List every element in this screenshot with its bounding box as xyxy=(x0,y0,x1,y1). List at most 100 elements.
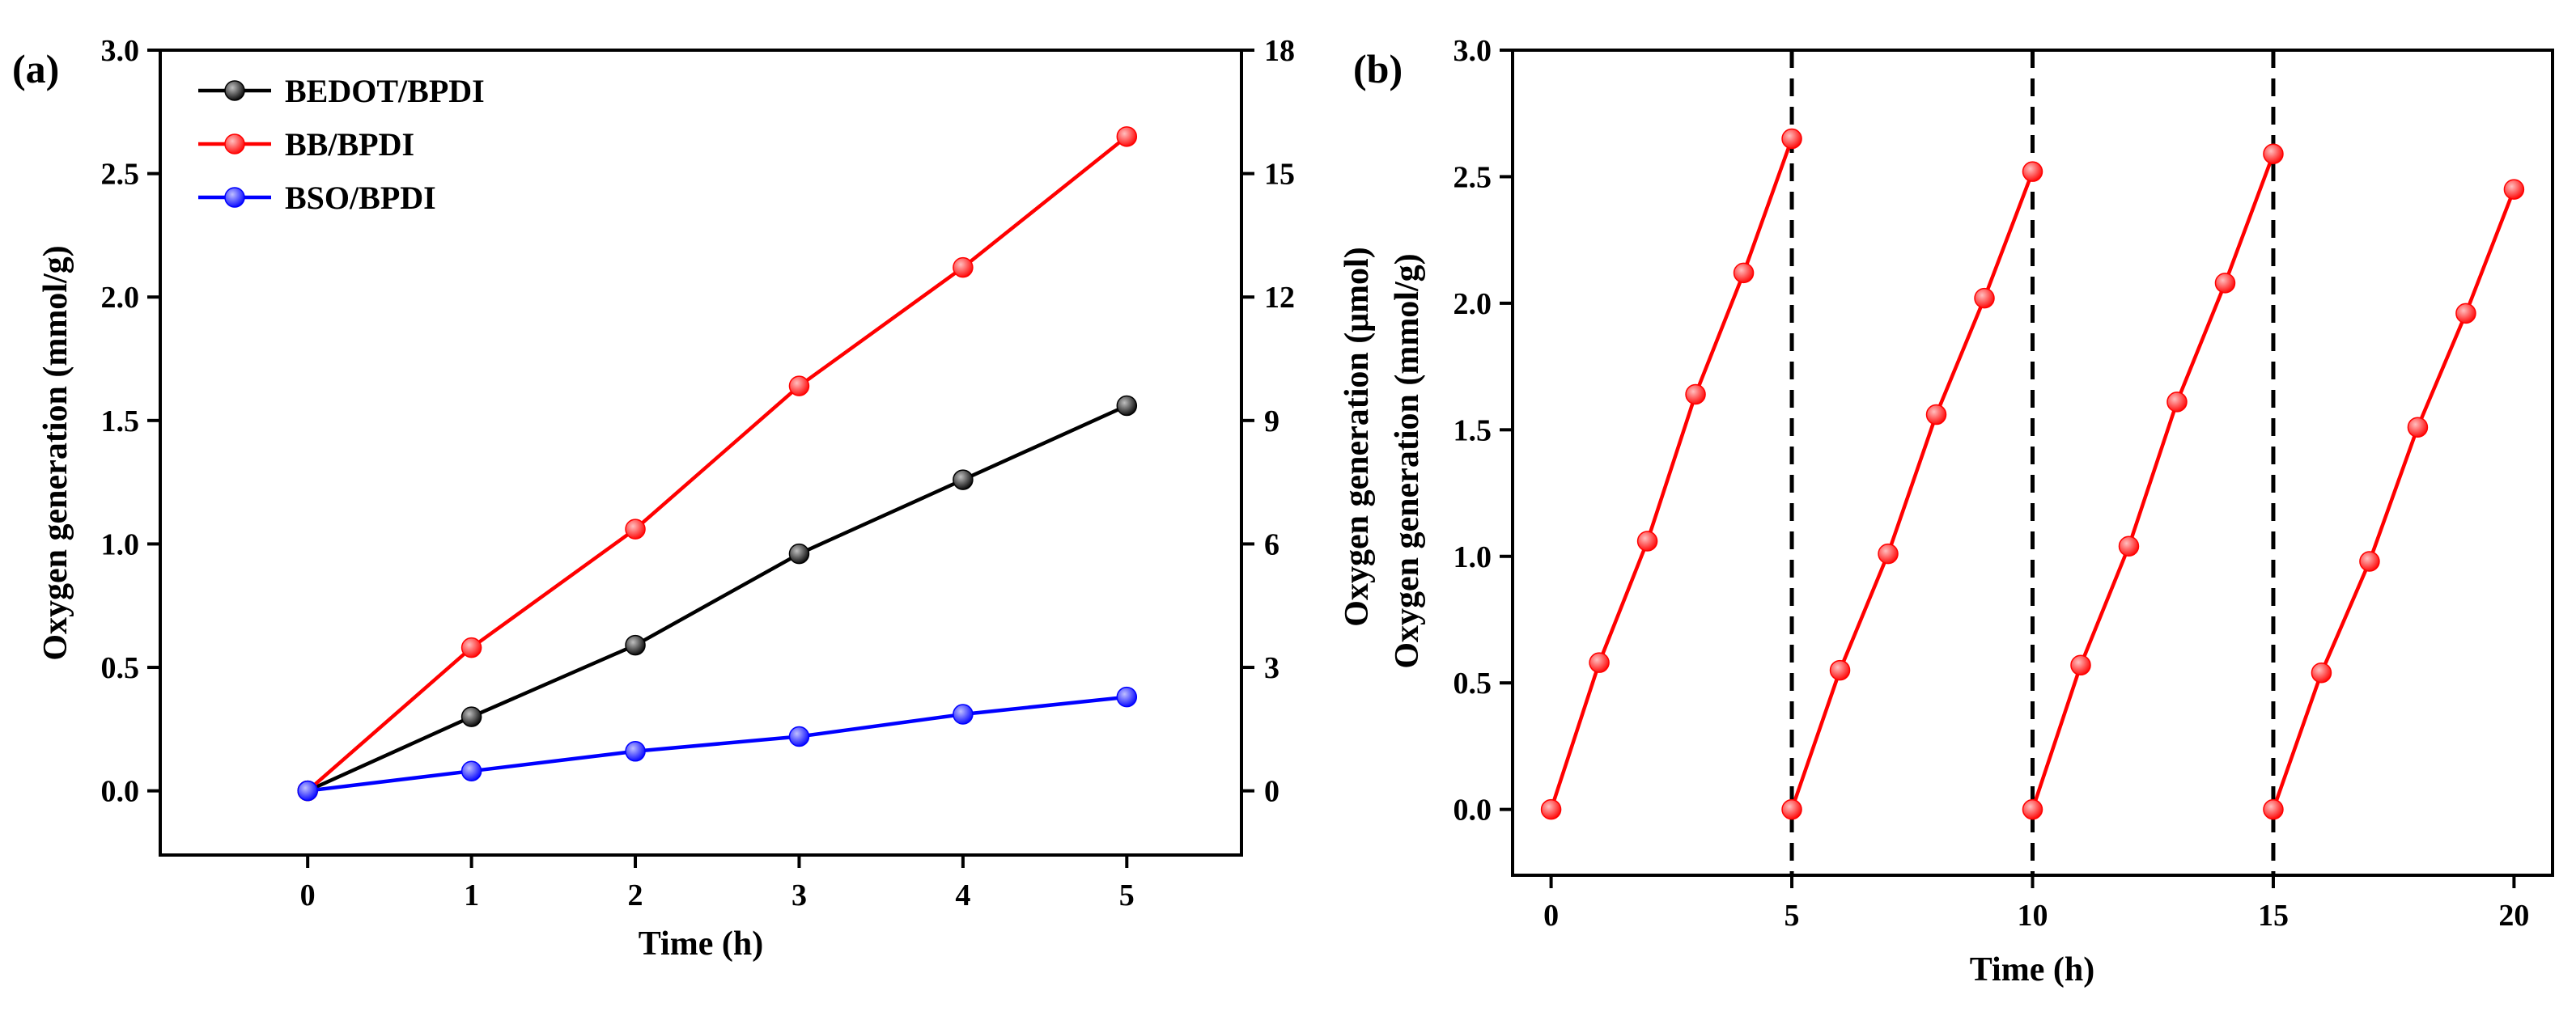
panel-a-x-ticks: 0 1 2 3 4 5 xyxy=(300,855,1135,912)
panel-a-data-point xyxy=(953,469,974,490)
panel-b-x-tick-label: 10 xyxy=(2018,899,2048,933)
panel-a-data-point xyxy=(1116,126,1138,147)
panel-a-label: (a) xyxy=(12,46,59,91)
panel-a-y2-ticks: 0 3 6 9 12 15 18 xyxy=(1241,34,1295,809)
panel-b-y-tick-label: 2.0 xyxy=(1454,287,1492,321)
panel-b-data-point xyxy=(1781,128,1802,150)
panel-b-data-point xyxy=(1925,404,1947,425)
legend-marker xyxy=(224,133,245,155)
panel-b-x-ticks: 0 5 10 15 20 xyxy=(1543,875,2529,933)
panel-b-x-axis-title: Time (h) xyxy=(1970,951,2094,988)
panel-b-y-tick-label: 0.0 xyxy=(1454,794,1492,828)
panel-a-y2-tick-label: 12 xyxy=(1264,281,1295,315)
panel-b-data-point xyxy=(1878,543,1899,565)
panel-a-data-point xyxy=(460,706,482,727)
panel-b-data-point xyxy=(1829,659,1851,681)
panel-b-label: (b) xyxy=(1353,46,1403,91)
panel-a-y2-tick-label: 0 xyxy=(1264,775,1280,809)
panel-b-data-point xyxy=(1589,652,1610,673)
panel-a-data-point xyxy=(297,780,318,802)
panel-a-x-tick-label: 4 xyxy=(955,878,970,912)
panel-a-y-tick-label: 0.0 xyxy=(101,775,140,809)
panel-a-y2-tick-label: 15 xyxy=(1264,158,1295,192)
panel-b-y-tick-label: 3.0 xyxy=(1454,34,1492,68)
panel-b-y-tick-label: 1.0 xyxy=(1454,540,1492,574)
panel-b-series-line xyxy=(2031,153,2276,811)
panel-a-data-point xyxy=(625,741,646,762)
panel-a-x-axis-title: Time (h) xyxy=(639,925,763,963)
panel-a-data-point xyxy=(1116,395,1138,417)
panel-a-x-tick-label: 3 xyxy=(791,878,807,912)
panel-a-y2-tick-label: 9 xyxy=(1264,404,1280,438)
panel-b-data-point xyxy=(2407,417,2429,438)
panel-b-x-tick-label: 20 xyxy=(2498,899,2529,933)
panel-a-y-tick-label: 1.5 xyxy=(101,404,140,438)
panel-a-data-point xyxy=(788,543,810,565)
panel-a-series-line xyxy=(306,135,1128,793)
panel-b-data-point xyxy=(2311,662,2332,684)
panel-a-legend: BEDOT/BPDI BB/BPDI BSO/BPDI xyxy=(198,73,485,216)
panel-a-data-point xyxy=(460,760,482,781)
panel-a-y-axis-title: Oxygen generation (mmol/g) xyxy=(37,245,74,660)
panel-a-data-point xyxy=(460,637,482,658)
panel-b-data-point xyxy=(2070,654,2091,676)
legend-label: BB/BPDI xyxy=(285,126,414,163)
panel-b-x-tick-label: 0 xyxy=(1543,899,1559,933)
panel-b-series-line xyxy=(2271,188,2516,811)
panel-b-x-tick-label: 5 xyxy=(1785,899,1800,933)
panel-a-x-tick-label: 0 xyxy=(300,878,316,912)
panel-a-data-point xyxy=(625,519,646,540)
panel-b-data-point xyxy=(2166,392,2188,413)
panel-b-y-ticks: 0.0 0.5 1.0 1.5 2.0 2.5 3.0 xyxy=(1454,34,1513,828)
panel-a-data-point xyxy=(625,634,646,656)
panel-a-y-tick-label: 2.5 xyxy=(101,158,140,192)
panel-b-data-point xyxy=(1733,262,1755,284)
legend-label: BEDOT/BPDI xyxy=(285,73,485,109)
panel-b: (b) 0 5 10 15 20 0.0 0.5 1.0 1.5 2.0 2.5 3.0 Time … xyxy=(1353,34,2554,988)
panel-b-cycle-dividers xyxy=(1789,50,2276,875)
panel-a-x-tick-label: 2 xyxy=(628,878,643,912)
panel-b-data-point xyxy=(1974,287,1995,309)
legend-marker xyxy=(224,187,245,208)
panel-a-series-line xyxy=(307,695,1127,793)
panel-b-data-point xyxy=(2455,303,2476,324)
panel-b-y-axis-title: Oxygen generation (mmol/g) xyxy=(1389,253,1426,668)
panel-b-data-point xyxy=(2503,179,2525,200)
panel-b-y-tick-label: 0.5 xyxy=(1454,667,1492,701)
panel-a-y2-tick-label: 18 xyxy=(1264,34,1295,68)
legend-marker xyxy=(224,80,245,101)
panel-a-plot-frame xyxy=(159,49,1243,857)
panel-a-data-point xyxy=(953,256,974,278)
panel-b-data-point xyxy=(1636,531,1658,552)
panel-a-y-tick-label: 2.0 xyxy=(101,281,140,315)
panel-b-data-point xyxy=(1540,798,1562,820)
panel-b-y-tick-label: 2.5 xyxy=(1454,160,1492,194)
panel-b-y-tick-label: 1.5 xyxy=(1454,413,1492,447)
panel-a-data-point xyxy=(1116,686,1138,708)
panel-a-y2-tick-label: 3 xyxy=(1264,651,1280,685)
panel-a-y-tick-label: 1.0 xyxy=(101,527,140,561)
panel-a-x-tick-label: 5 xyxy=(1119,878,1135,912)
panel-a-data-point xyxy=(788,375,810,396)
panel-a-x-tick-label: 1 xyxy=(464,878,479,912)
panel-b-data-point xyxy=(2022,161,2043,182)
panel-b-data-point xyxy=(1685,383,1706,405)
panel-b-data-point xyxy=(2214,273,2236,294)
panel-b-series-line xyxy=(1549,138,1794,811)
panel-b-x-tick-label: 15 xyxy=(2258,899,2289,933)
panel-b-data-point xyxy=(2263,143,2284,165)
panel-b-data-point xyxy=(2118,536,2140,557)
panel-a-series-line xyxy=(307,404,1128,793)
legend-label: BSO/BPDI xyxy=(285,180,436,216)
panel-a-series xyxy=(297,126,1138,802)
panel-a-y2-tick-label: 6 xyxy=(1264,527,1280,561)
panel-a-data-point xyxy=(953,704,974,725)
panel-a-y-tick-label: 3.0 xyxy=(101,34,140,68)
panel-b-series-line xyxy=(1789,171,2035,811)
panel-a-y-tick-label: 0.5 xyxy=(101,651,140,685)
panel-a-data-point xyxy=(788,726,810,747)
panel-b-data-point xyxy=(2022,798,2043,820)
panel-b-data-point xyxy=(2263,798,2284,820)
